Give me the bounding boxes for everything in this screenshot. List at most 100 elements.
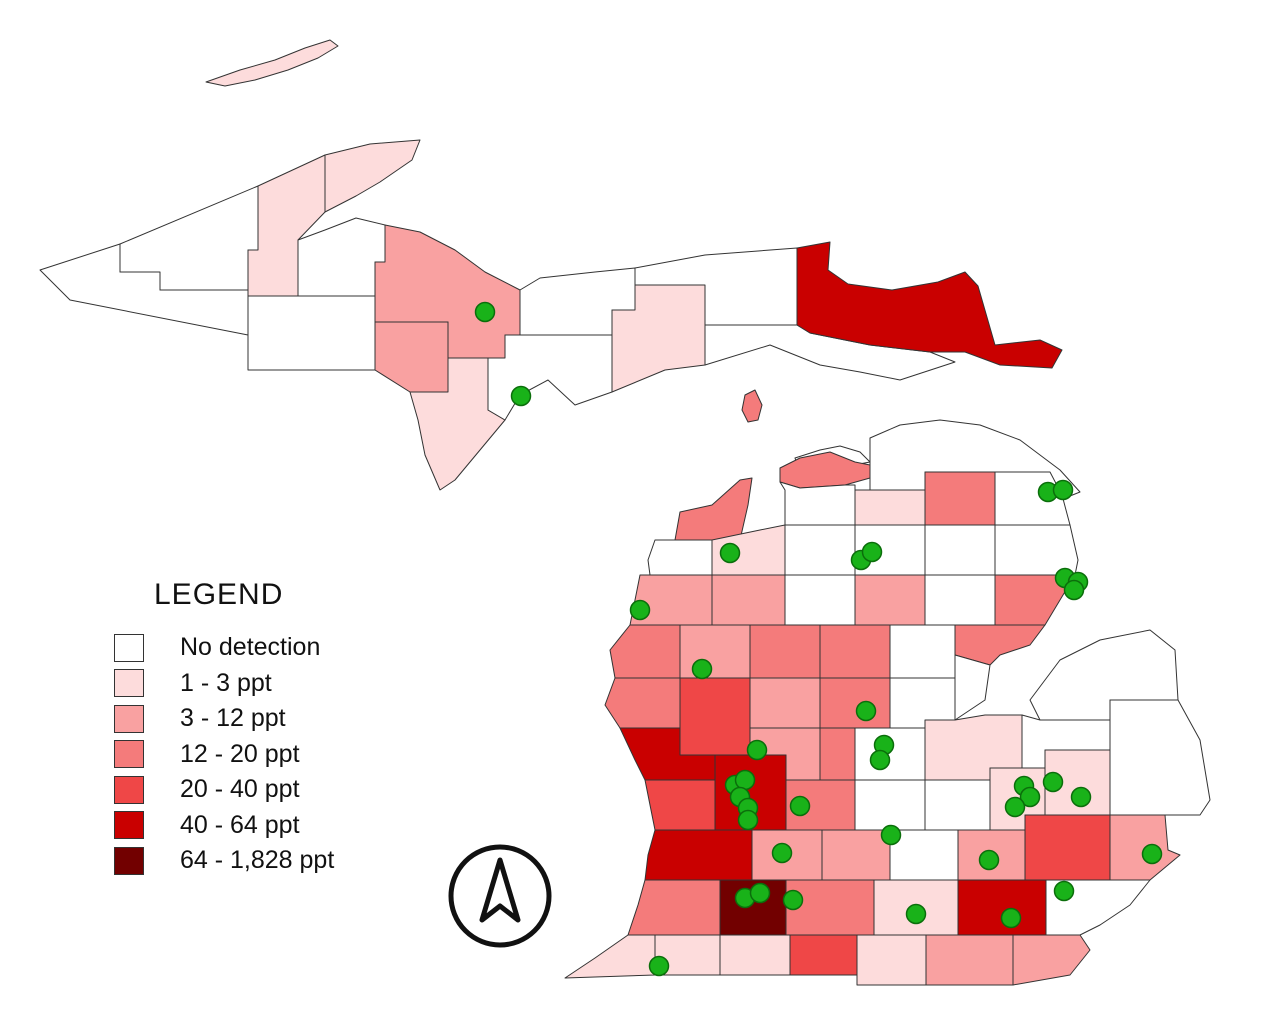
county-mecosta [749,677,821,729]
county-oakland [1024,814,1111,881]
county-st-joseph [719,934,791,976]
legend-item: 40 - 64 ppt [114,808,334,844]
legend-label: 3 - 12 ppt [180,704,286,733]
sampling-site-icon [978,849,1000,871]
legend: LEGEND No detection 1 - 3 ppt 3 - 12 ppt 12… [114,578,334,879]
county-missaukee [784,574,856,626]
legend-label: 64 - 1,828 ppt [180,846,335,875]
legend-label: 20 - 40 ppt [180,775,300,804]
county-montmorency [924,471,996,526]
county-iron [247,295,376,371]
upper-peninsula [39,39,1063,491]
sampling-site-icon [629,599,651,621]
legend-item: 3 - 12 ppt [114,701,334,737]
sampling-site-icon [869,749,891,771]
county-leelanau [674,477,753,541]
legend-swatch [114,811,144,840]
legend-item: 20 - 40 ppt [114,772,334,808]
sampling-site-icon [734,769,756,791]
sampling-site-icon [1053,880,1075,902]
sampling-site-icon [789,795,811,817]
county-osceola [749,624,821,679]
sampling-site-icon [648,955,670,977]
legend-item: No detection [114,630,334,666]
legend-item: 12 - 20 ppt [114,737,334,773]
sampling-site-icon [905,903,927,925]
sampling-site-icon [1000,907,1022,929]
sampling-site-icon [1042,771,1064,793]
county-sanilac [1109,699,1211,816]
county-lake [679,624,751,679]
county-bay [954,654,991,721]
county-mason [609,624,681,679]
county-hillsdale [856,934,927,986]
sampling-site-icon [880,824,902,846]
legend-item: 64 - 1,828 ppt [114,843,334,879]
sampling-site-icon [510,385,532,407]
sampling-site-icon [474,301,496,323]
county-allegan [644,829,753,881]
county-gratiot [854,727,926,781]
legend-swatch [114,704,144,733]
legend-label: 12 - 20 ppt [180,739,300,768]
sampling-site-icon [719,542,741,564]
county-wexford [711,574,786,626]
sampling-site-icon [861,541,883,563]
county-branch [789,934,858,976]
county-isle-royale [205,39,339,87]
sampling-site-icon [746,739,768,761]
legend-title: LEGEND [154,578,284,611]
legend-item: 1 - 3 ppt [114,666,334,702]
county-clinton [854,779,926,831]
county-gladwin [889,624,956,679]
sampling-site-icon [855,700,877,722]
north-arrow-icon [448,844,552,948]
legend-label: 1 - 3 ppt [180,668,272,697]
sampling-site-icon [1004,796,1026,818]
county-charlevoix-island [741,389,763,423]
county-berrien [564,934,656,979]
legend-rows: No detection 1 - 3 ppt 3 - 12 ppt 12 - 20 p… [114,630,334,879]
legend-label: No detection [180,633,321,662]
county-newaygo [679,677,751,756]
county-washtenaw [957,879,1047,936]
county-ottawa [644,779,716,831]
legend-swatch [114,740,144,769]
county-otsego [854,489,926,526]
legend-swatch [114,669,144,698]
county-oscoda [924,524,996,576]
county-keweenaw [324,139,421,213]
county-antrim [779,481,856,526]
sampling-site-icon [1052,479,1074,501]
county-lenawee [925,934,1014,986]
sampling-site-icon [691,658,713,680]
county-kalkaska [784,524,856,576]
county-delta [487,334,613,421]
county-isabella-south [819,727,856,781]
sampling-site-icon [782,889,804,911]
county-menominee [409,357,506,491]
legend-swatch [114,633,144,662]
legend-swatch [114,775,144,804]
county-monroe [1012,934,1091,986]
legend-label: 40 - 64 ppt [180,810,300,839]
county-baraga [297,217,386,297]
sampling-site-icon [1141,843,1163,865]
county-shiawassee [924,779,991,831]
sampling-site-icon [771,842,793,864]
lower-peninsula [564,419,1211,986]
county-roscommon [854,574,926,626]
county-oceana [604,677,681,729]
sampling-sites [474,301,1163,977]
county-isabella [819,677,891,729]
county-chippewa [796,241,1063,369]
sampling-site-icon [1070,786,1092,808]
legend-swatch [114,846,144,875]
county-eaton [821,829,891,881]
county-clare [819,624,891,679]
sampling-site-icon [1019,786,1041,808]
county-dickinson [374,321,449,393]
sampling-site-icon [749,882,771,904]
county-alcona [994,524,1079,576]
